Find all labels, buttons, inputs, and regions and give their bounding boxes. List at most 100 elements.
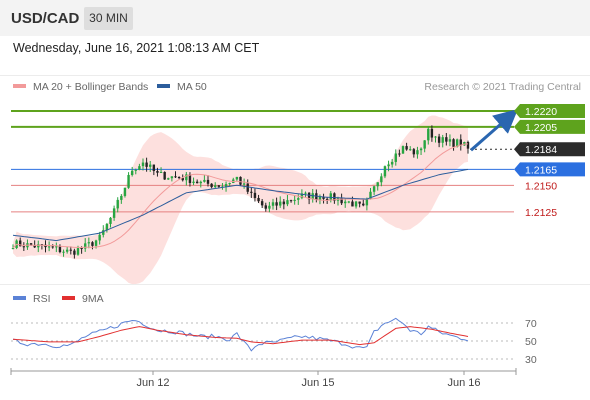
candle — [387, 164, 390, 167]
candle — [177, 177, 181, 179]
candle — [459, 139, 462, 146]
candle — [253, 192, 257, 198]
candle — [109, 217, 112, 224]
candle — [311, 193, 314, 200]
candle — [307, 192, 311, 200]
candle — [318, 196, 322, 200]
candle — [409, 149, 412, 151]
candle — [127, 175, 130, 188]
candle — [185, 174, 188, 181]
candle — [62, 251, 65, 253]
candle — [206, 179, 210, 184]
candle — [430, 128, 434, 138]
candle — [376, 182, 379, 187]
candle — [224, 184, 228, 187]
candle — [293, 199, 296, 201]
candle — [394, 153, 397, 162]
legend-swatch — [13, 84, 26, 88]
level-tag-label: 1.2220 — [525, 106, 557, 118]
candle — [300, 193, 304, 199]
candle — [159, 172, 163, 174]
candle — [423, 140, 426, 149]
x-tick-label: Jun 15 — [301, 377, 334, 389]
candle — [434, 136, 437, 138]
legend-swatch — [157, 84, 170, 88]
candle — [152, 164, 156, 172]
candle — [358, 201, 361, 204]
candle — [167, 178, 170, 180]
ma20-line — [12, 143, 469, 249]
candle — [228, 183, 231, 185]
candle — [91, 242, 94, 246]
rsi-ma-line — [12, 326, 469, 346]
candle — [141, 162, 145, 167]
bollinger-band — [13, 115, 468, 285]
candle — [69, 249, 72, 251]
candle — [304, 192, 307, 194]
candle — [354, 201, 358, 207]
legend-swatch — [62, 296, 75, 300]
candle — [282, 201, 286, 205]
rsi-tick-label: 50 — [525, 336, 537, 348]
candle — [325, 198, 329, 201]
candle — [329, 193, 332, 201]
candle — [264, 205, 267, 209]
candle — [116, 199, 119, 209]
candle — [163, 172, 166, 180]
candle — [398, 153, 401, 155]
candle — [195, 181, 199, 184]
candle — [188, 174, 192, 183]
candle — [149, 164, 152, 167]
candle — [181, 178, 184, 181]
candle — [102, 230, 105, 235]
candle — [279, 201, 282, 206]
legend-label: 9MA — [82, 293, 104, 305]
candle — [29, 243, 33, 246]
candle — [33, 245, 36, 248]
legend-swatch — [13, 296, 26, 300]
interval-button[interactable]: 30 MIN — [84, 7, 133, 30]
candle — [130, 170, 134, 176]
candle — [441, 137, 444, 143]
candle — [437, 136, 441, 143]
candle — [286, 200, 289, 205]
candle — [58, 246, 62, 253]
candle — [156, 171, 159, 173]
x-tick-label: Jun 16 — [447, 377, 480, 389]
candle — [76, 248, 80, 255]
legend-label: MA 50 — [177, 81, 207, 93]
watermark-text: Research © 2021 Trading Central — [424, 81, 581, 93]
candle — [365, 198, 369, 206]
candle — [452, 139, 455, 147]
ma50-line — [12, 168, 469, 242]
rsi-tick-label: 30 — [525, 354, 537, 366]
legend-label: MA 20 + Bollinger Bands — [33, 81, 148, 93]
candle — [271, 202, 275, 206]
candle — [427, 128, 430, 141]
candle — [145, 162, 148, 167]
forecast-arrow — [470, 109, 519, 152]
candle — [217, 185, 221, 187]
candle — [347, 201, 351, 203]
candle — [120, 195, 123, 200]
level-tag — [514, 119, 585, 134]
candle — [268, 205, 271, 209]
candle — [235, 176, 239, 180]
candle — [419, 148, 423, 151]
candle — [94, 240, 98, 246]
candle — [192, 181, 195, 183]
candle — [260, 201, 264, 206]
candle — [412, 149, 416, 155]
rsi-tick-label: 70 — [525, 318, 537, 330]
candle — [87, 242, 91, 244]
candle — [289, 200, 293, 202]
candle — [174, 176, 177, 178]
level-label: 1.2150 — [525, 180, 557, 192]
candle — [51, 246, 54, 248]
level-tag — [514, 103, 585, 118]
candle — [380, 176, 383, 183]
candle — [257, 197, 260, 202]
candle — [210, 183, 213, 188]
candle — [73, 250, 76, 255]
